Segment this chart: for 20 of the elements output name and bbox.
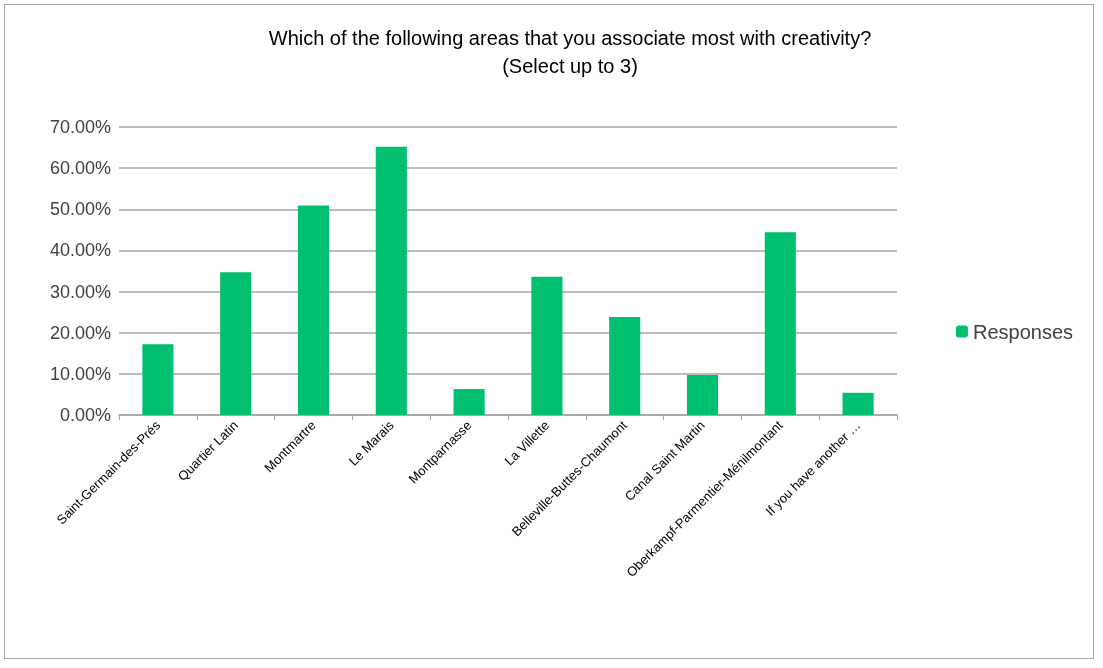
bar	[609, 317, 641, 415]
bar	[531, 276, 563, 415]
y-tick-label: 70.00%	[49, 117, 111, 137]
y-tick-label: 60.00%	[49, 158, 111, 179]
y-tick-label: 40.00%	[49, 240, 111, 261]
bar	[297, 205, 330, 415]
y-tick-label: 0.00%	[59, 405, 111, 425]
bar	[764, 232, 796, 415]
bar	[453, 389, 485, 415]
bar	[220, 272, 252, 415]
y-tick-label: 50.00%	[49, 199, 111, 220]
bar	[842, 392, 874, 415]
y-tick-label: 10.00%	[49, 363, 111, 384]
bar	[375, 146, 407, 415]
y-tick-label: 30.00%	[49, 281, 111, 302]
legend-label: Responses	[972, 320, 1073, 343]
bar	[142, 344, 174, 415]
chart-title: Which of the following areas that you associate most with creativity? (Select up to 3)	[268, 27, 872, 77]
y-tick-label: 20.00%	[49, 322, 111, 343]
bar	[686, 375, 719, 415]
